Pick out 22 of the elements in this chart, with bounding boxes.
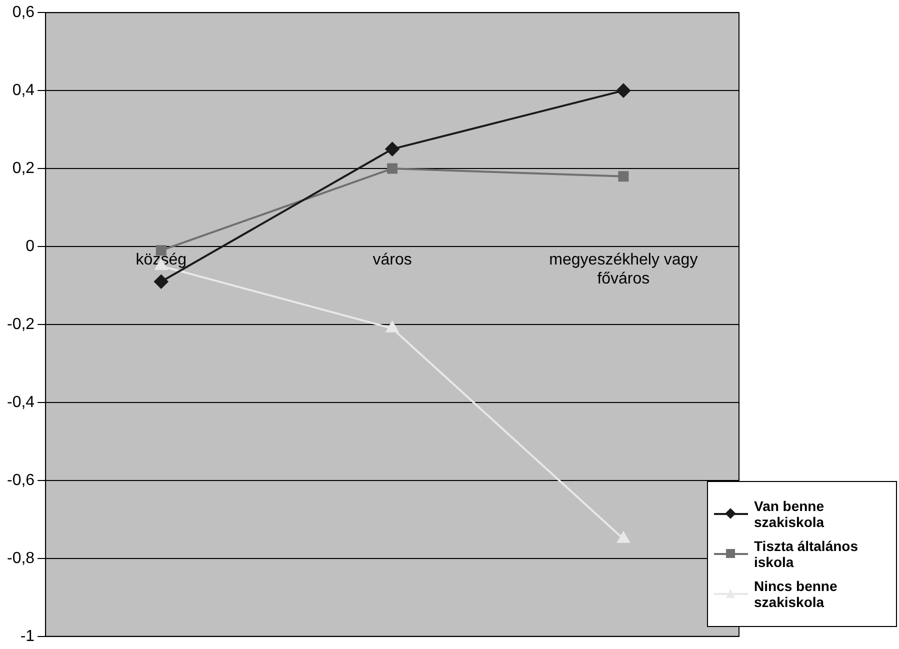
y-tick-label: -0,6	[6, 472, 35, 489]
legend-label: Van benne szakiskola	[754, 498, 826, 530]
y-tick-label: -1	[20, 628, 35, 645]
point	[385, 142, 400, 156]
point	[154, 274, 168, 289]
y-tick-label: 0,2	[12, 160, 35, 177]
x-tick-label: község	[136, 252, 186, 269]
point	[386, 321, 398, 332]
y-tick-label: 0,6	[12, 4, 35, 22]
y-tick-label: -0,2	[6, 316, 35, 333]
point	[617, 532, 630, 543]
x-tick-label: város	[372, 252, 412, 269]
y-tick-label: 0,4	[12, 82, 35, 99]
x-tick-label: megyeszékhely vagy főváros	[549, 252, 698, 288]
legend-label: Tiszta általános iskola	[754, 538, 860, 570]
y-tick-label: -0,8	[6, 550, 35, 567]
legend-label: Nincs benne szakiskola	[754, 578, 838, 610]
y-tick-label: -0,4	[6, 394, 35, 411]
point	[616, 84, 630, 98]
y-tick-label: 0	[26, 238, 35, 255]
point	[387, 163, 398, 174]
point	[618, 171, 629, 182]
